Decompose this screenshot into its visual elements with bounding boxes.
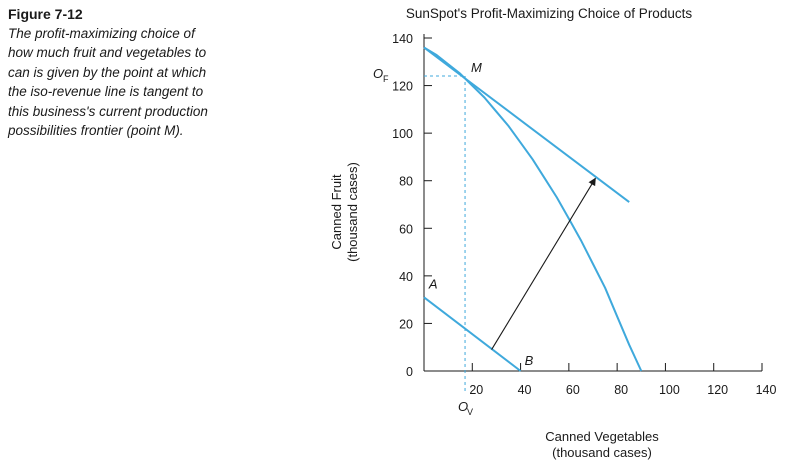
x-tick-label: 80 xyxy=(614,383,628,397)
axes: 0 20 40 60 80 100 120 140 20 40 60 80 100 120 140 xyxy=(392,32,776,397)
y-tick-label: 60 xyxy=(399,222,413,236)
y-axis-label: Canned Fruit (thousand cases) xyxy=(329,162,360,262)
y-tick-label: 0 xyxy=(406,365,413,379)
iso-revenue-line-initial xyxy=(423,296,522,372)
shift-arrow xyxy=(491,177,596,350)
x-tick-label: 120 xyxy=(707,383,728,397)
y-axis-label-line-1: Canned Fruit xyxy=(329,174,344,250)
y-tick-label: 100 xyxy=(392,127,413,141)
x-tick-label: 20 xyxy=(469,383,483,397)
iso-revenue-line-tangent xyxy=(423,46,630,203)
y-tick-label: 40 xyxy=(399,270,413,284)
y-tick-label: 120 xyxy=(392,80,413,94)
x-tick-label: 40 xyxy=(518,383,532,397)
x-tick-label: 100 xyxy=(659,383,680,397)
figure-description: The profit-maximizing choice of how much… xyxy=(8,26,208,139)
x-axis-label: Canned Vegetables (thousand cases) xyxy=(545,429,659,460)
label-ov-subscript: V xyxy=(467,407,473,417)
y-tick-label: 80 xyxy=(399,175,413,189)
x-axis-label-line-2: (thousand cases) xyxy=(552,445,652,460)
tangency-guides xyxy=(424,75,466,391)
figure-caption: Figure 7-12 The profit-maximizing choice… xyxy=(8,6,223,140)
x-tick-label: 60 xyxy=(566,383,580,397)
label-of: O xyxy=(373,66,383,81)
y-tick-label: 140 xyxy=(392,32,413,46)
y-axis-label-line-2: (thousand cases) xyxy=(345,162,360,262)
label-ov: O xyxy=(458,399,468,414)
label-point-m: M xyxy=(471,60,482,75)
y-tick-label: 20 xyxy=(399,317,413,331)
x-tick-label: 140 xyxy=(756,383,777,397)
shift-arrow-group xyxy=(491,177,596,350)
series-group xyxy=(423,46,643,372)
label-point-b: B xyxy=(525,353,534,368)
label-point-a: A xyxy=(428,276,438,291)
chart-title: SunSpot's Profit-Maximizing Choice of Pr… xyxy=(406,6,692,21)
label-of-subscript: F xyxy=(383,74,389,84)
x-axis-label-line-1: Canned Vegetables xyxy=(545,429,659,444)
figure-number: Figure 7-12 xyxy=(8,6,83,22)
